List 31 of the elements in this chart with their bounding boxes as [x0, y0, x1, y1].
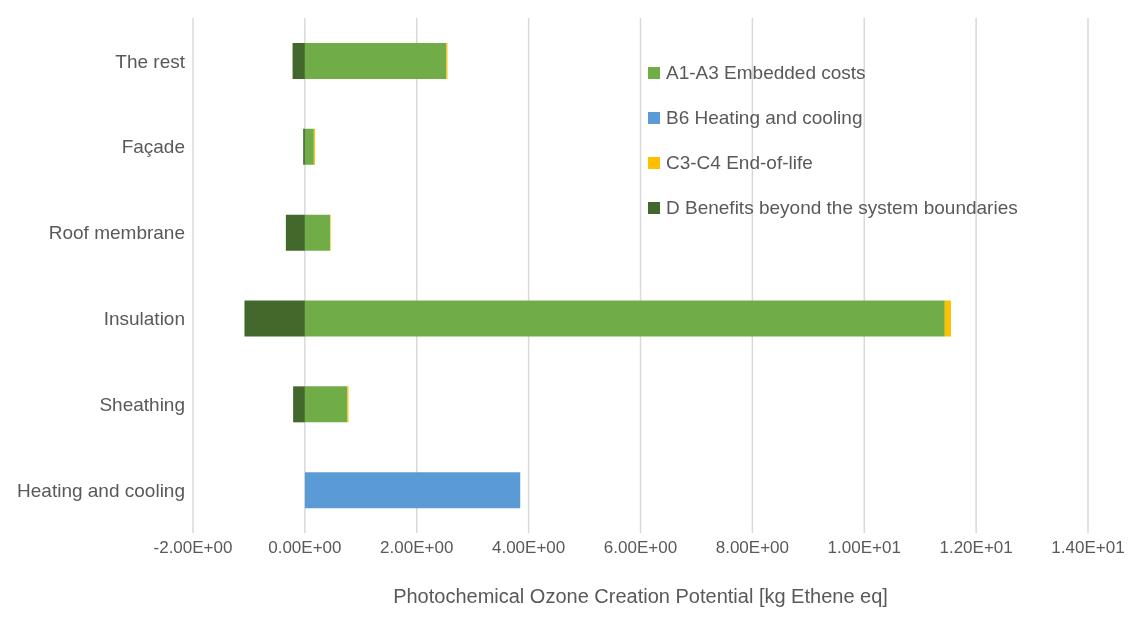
y-tick-label: Sheathing	[99, 393, 185, 415]
y-tick-label: Roof membrane	[48, 222, 185, 244]
bar	[304, 214, 331, 251]
y-tick-label: The rest	[115, 50, 186, 72]
legend-label: B6 Heating and cooling	[666, 106, 863, 129]
legend-label: A1-A3 Embedded costs	[666, 61, 866, 84]
bar	[244, 300, 305, 337]
bar	[304, 300, 945, 337]
y-tick-label: Insulation	[103, 308, 185, 330]
bar	[304, 386, 348, 423]
x-tick-label: 6.00E+00	[603, 538, 678, 558]
bar	[304, 128, 314, 165]
bar	[285, 214, 305, 251]
x-tick-label: 8.00E+00	[715, 538, 790, 558]
bar	[292, 43, 305, 79]
x-tick-label: 4.00E+00	[491, 538, 566, 558]
y-tick-label: Façade	[121, 136, 185, 158]
x-axis-title: Photochemical Ozone Creation Potential [kg Ethene eq]	[393, 585, 888, 607]
y-tick-label: Heating and cooling	[17, 479, 185, 501]
x-tick-label: 2.00E+00	[380, 538, 454, 558]
bar	[304, 43, 447, 79]
legend-label: C3-C4 End-of-life	[666, 151, 813, 174]
x-tick-label: 1.40E+01	[1051, 538, 1125, 558]
bar	[944, 300, 951, 337]
legend-label: D Benefits beyond the system boundaries	[666, 196, 1018, 219]
x-tick-label: 0.00E+00	[268, 538, 342, 558]
x-tick-label: -2.00E+00	[153, 538, 233, 558]
bar	[304, 472, 521, 509]
x-tick-label: 1.00E+01	[827, 538, 901, 558]
bar	[293, 386, 305, 423]
x-tick-label: 1.20E+01	[939, 538, 1013, 558]
